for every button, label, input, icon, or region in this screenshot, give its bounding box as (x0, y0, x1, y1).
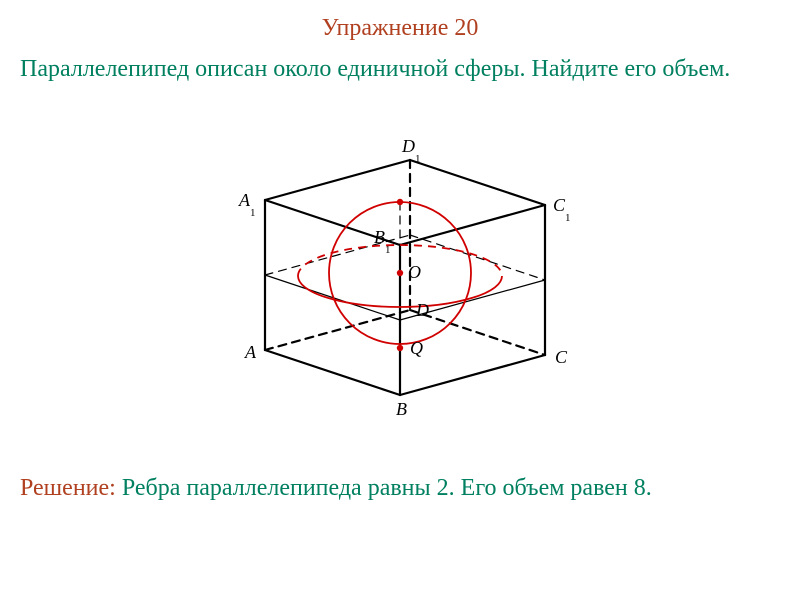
title-text: Упражнение 20 (322, 15, 479, 41)
vertex-label-O: O (408, 262, 421, 282)
solution-prefix: Решение: (20, 475, 116, 501)
vertex-label-A1: A1 (238, 190, 256, 219)
vertex-label-Q: Q (410, 338, 423, 358)
solution: Решение: Ребра параллелепипеда равны 2. … (20, 475, 780, 502)
vertex-label-C: C (555, 347, 568, 367)
problem-statement: Параллелепипед описан около единичной сф… (20, 54, 780, 84)
vertex-label-B: B (396, 399, 407, 419)
vertex-label-A: A (244, 342, 257, 362)
solution-text: Ребра параллелепипеда равны 2. Его объем… (116, 475, 652, 501)
problem-text: Параллелепипед описан около единичной сф… (20, 56, 730, 82)
title: Упражнение 20 (0, 15, 800, 42)
figure-svg: A1D1C1B1ADCBOQ (200, 130, 600, 440)
vertex-label-D: D (415, 300, 429, 320)
vertex-label-C1: C1 (553, 195, 571, 224)
geometry-figure: A1D1C1B1ADCBOQ (200, 130, 600, 440)
page: Упражнение 20 Параллелепипед описан окол… (0, 0, 800, 600)
